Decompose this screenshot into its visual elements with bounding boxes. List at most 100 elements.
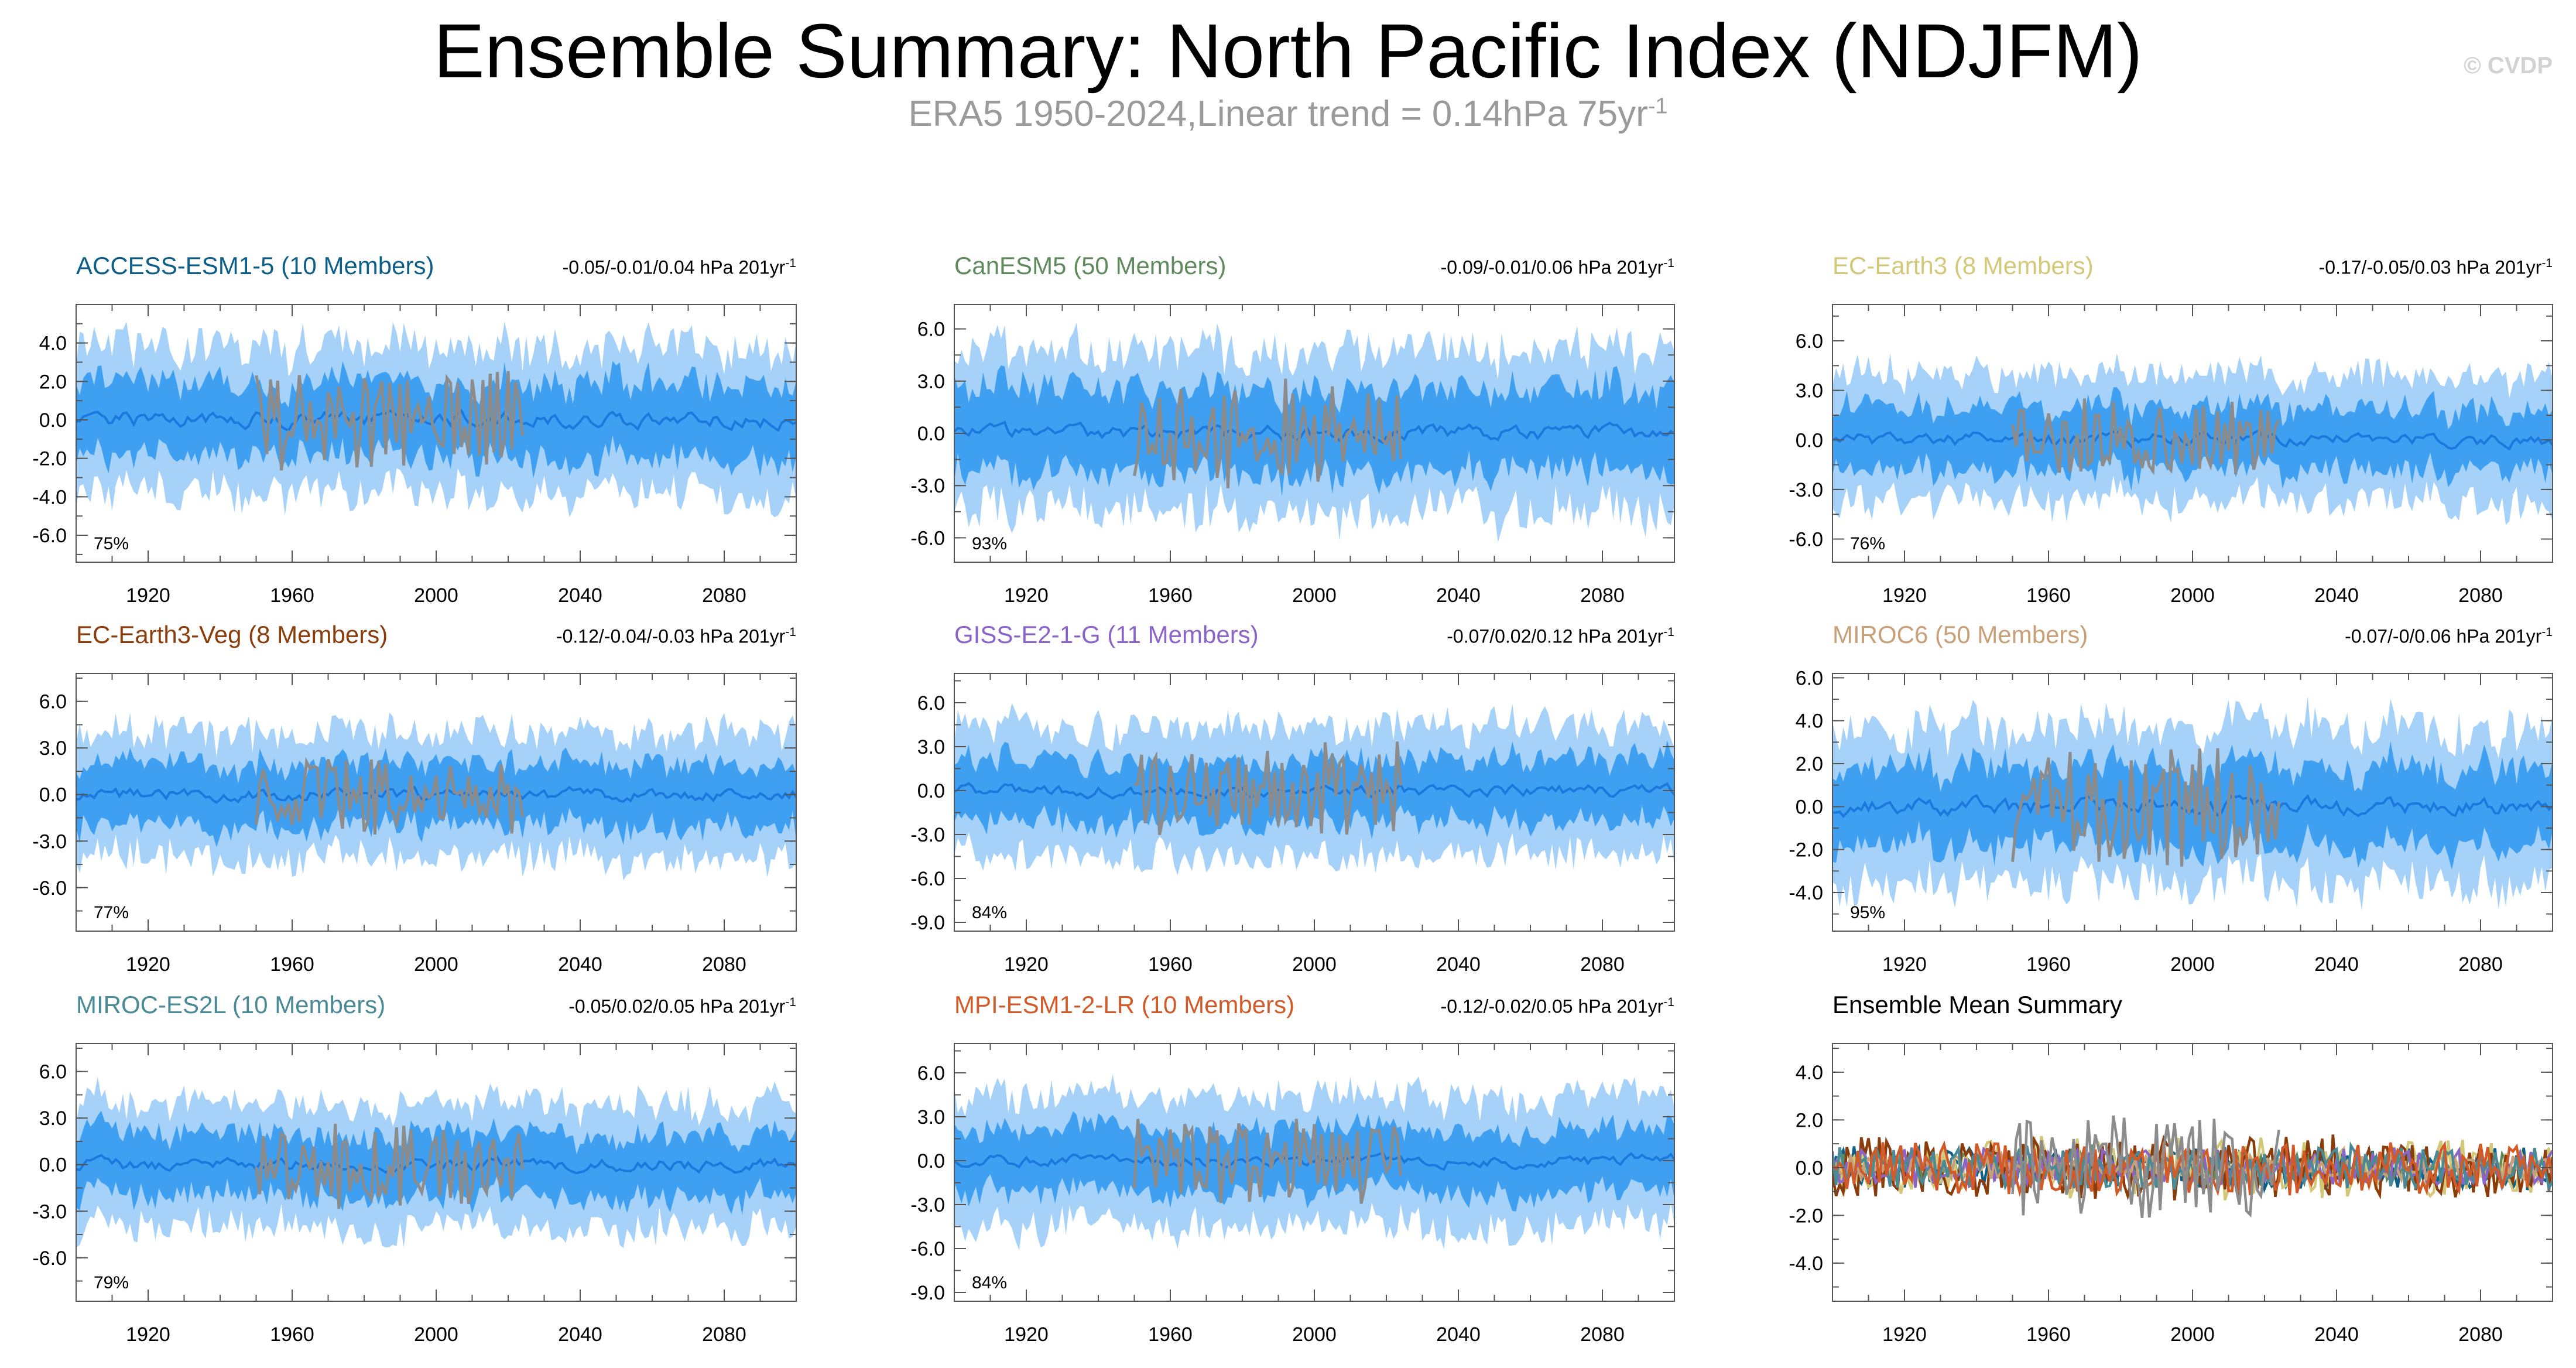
panel-title-ecearth3: EC-Earth3 (8 Members) [1832, 252, 2094, 279]
x-tick-label: 1960 [1148, 953, 1193, 976]
x-tick-label: 1960 [1148, 1323, 1193, 1346]
x-tick-label: 2080 [1580, 953, 1625, 976]
y-tick-label: 6.0 [39, 691, 67, 713]
x-tick-label: 2080 [2458, 1323, 2503, 1346]
plot-area [954, 1074, 1674, 1250]
x-tick-label: 2000 [2170, 953, 2215, 976]
y-tick-label: 3.0 [917, 371, 945, 393]
observed-line [255, 757, 525, 835]
x-tick-label: 2000 [1292, 953, 1337, 976]
trend-text: -0.12/-0.04/-0.03 hPa 201yr [556, 625, 786, 647]
subtitle-superscript: -1 [1647, 94, 1668, 119]
panel-trend-giss: -0.07/0.02/0.12 hPa 201yr-1 [1229, 625, 1674, 648]
x-tick-label: 1920 [1882, 1323, 1927, 1346]
trend-text: -0.09/-0.01/0.06 hPa 201yr [1440, 256, 1664, 278]
y-tick-label: -6.0 [32, 1247, 67, 1270]
panel-trend-canesm5: -0.09/-0.01/0.06 hPa 201yr-1 [1229, 256, 1674, 279]
y-tick-label: 6.0 [1796, 330, 1823, 353]
panel-mirocesl: 1920 1960 2000 2040 2080 6.0 3.0 0.0 -3.0 -6.0 79% [32, 1043, 797, 1346]
x-tick-label: 2000 [414, 953, 458, 976]
x-tick-label: 2000 [2170, 1323, 2215, 1346]
y-tick-label: 3.0 [917, 736, 945, 758]
panel-trend-ecearth3veg: -0.12/-0.04/-0.03 hPa 201yr-1 [351, 625, 796, 648]
y-tick-label: 0.0 [917, 1150, 945, 1172]
trend-text: -0.05/0.02/0.05 hPa 201yr [568, 996, 786, 1017]
x-tick-label: 2040 [2314, 584, 2359, 607]
x-tick-label: 2040 [558, 953, 602, 976]
page-title: Ensemble Summary: North Pacific Index (N… [433, 8, 2143, 94]
x-tick-label: 1960 [270, 584, 314, 607]
x-tick-label: 1920 [126, 1323, 170, 1346]
y-tick-label: 0.0 [39, 409, 67, 432]
ensemble-mean-line [1832, 794, 2553, 818]
plot-area [1832, 353, 2553, 525]
y-tick-label: -2.0 [1789, 839, 1823, 861]
y-tick-label: -3.0 [1789, 479, 1823, 501]
y-tick-label: 0.0 [1796, 796, 1823, 818]
y-tick-label: 6.0 [917, 1062, 945, 1085]
x-tick-label: 2000 [414, 1323, 458, 1346]
y-tick-label: 2.0 [39, 371, 67, 393]
panel-title-ecearth3veg: EC-Earth3-Veg (8 Members) [76, 621, 388, 648]
trend-superscript: -1 [1663, 256, 1674, 270]
y-tick-label: -6.0 [910, 527, 945, 549]
y-tick-label: 6.0 [1796, 667, 1823, 689]
x-tick-label: 2000 [1292, 1323, 1337, 1346]
panel-trend-mirocesl: -0.05/0.02/0.05 hPa 201yr-1 [351, 996, 796, 1018]
y-tick-label: -6.0 [910, 868, 945, 890]
percent-label: 79% [94, 1273, 129, 1292]
percent-label: 76% [1850, 534, 1885, 553]
trend-superscript: -1 [785, 256, 796, 270]
panel-trend-miroc6: -0.07/-0/0.06 hPa 201yr-1 [2108, 625, 2553, 648]
x-tick-label: 1920 [126, 953, 170, 976]
x-tick-label: 1960 [2026, 584, 2071, 607]
observed-line [1134, 741, 1403, 835]
y-tick-label: 0.0 [917, 423, 945, 445]
credit-label: © CVDP [2464, 53, 2553, 78]
y-tick-label: 0.0 [917, 780, 945, 802]
y-tick-label: 3.0 [1796, 380, 1823, 402]
panel-title-canesm5: CanESM5 (50 Members) [954, 252, 1227, 279]
y-tick-label: 0.0 [1796, 1157, 1823, 1179]
ensemble-mean-line [954, 782, 1674, 800]
x-tick-label: 2080 [2458, 584, 2503, 607]
x-tick-label: 2040 [2314, 1323, 2359, 1346]
panel-title-giss: GISS-E2-1-G (11 Members) [954, 621, 1259, 648]
y-tick-label: -3.0 [910, 1194, 945, 1216]
x-tick-label: 1960 [270, 953, 314, 976]
panel-access: 1920 1960 2000 2040 2080 4.0 2.0 0.0 -2.0 -4.0 -6.… [32, 304, 797, 607]
panel-mpi: 1920 1960 2000 2040 2080 6.0 3.0 0.0 -3.0 -6.0 -9.… [910, 1043, 1675, 1346]
x-tick-label: 2080 [702, 584, 746, 607]
x-tick-label: 2040 [1436, 953, 1481, 976]
trend-text: -0.17/-0.05/0.03 hPa 201yr [2318, 256, 2542, 278]
x-tick-label: 1920 [1882, 584, 1927, 607]
y-tick-label: -3.0 [32, 1201, 67, 1223]
observed-line [1133, 1119, 1403, 1204]
panel-meansummary: 1920 1960 2000 2040 2080 4.0 2.0 0.0 -2.0 -4.0 [1789, 1043, 2553, 1346]
y-tick-label: -2.0 [32, 448, 67, 470]
x-tick-label: 2040 [1436, 584, 1481, 607]
y-tick-label: -9.0 [910, 1282, 945, 1304]
inner-spread-band [1832, 741, 2553, 870]
panel-title-access: ACCESS-ESM1-5 (10 Members) [76, 252, 434, 279]
subtitle-text: ERA5 1950-2024,Linear trend = 0.14hPa 75… [908, 94, 1648, 134]
observed-line [255, 371, 525, 471]
y-tick-label: -6.0 [32, 525, 67, 547]
y-tick-label: -3.0 [910, 824, 945, 846]
panel-miroc6: 1920 1960 2000 2040 2080 6.0 4.0 2.0 0.0 -2.0 -4.0… [1789, 667, 2553, 976]
panel-trend-mpi: -0.12/-0.02/0.05 hPa 201yr-1 [1229, 996, 1674, 1018]
percent-label: 95% [1850, 903, 1885, 922]
x-tick-label: 1960 [1148, 584, 1193, 607]
percent-label: 84% [972, 1273, 1007, 1292]
y-tick-label: 3.0 [39, 1107, 67, 1130]
plot-area [76, 321, 796, 518]
y-tick-label: 3.0 [917, 1106, 945, 1128]
x-tick-label: 2000 [414, 584, 458, 607]
y-tick-label: -3.0 [910, 475, 945, 497]
x-tick-label: 1920 [1004, 953, 1049, 976]
x-tick-label: 2000 [2170, 584, 2215, 607]
trend-superscript: -1 [2541, 625, 2553, 639]
observed-line [2011, 748, 2281, 867]
panel-trend-ecearth3: -0.17/-0.05/0.03 hPa 201yr-1 [2108, 256, 2553, 279]
y-tick-label: -2.0 [1789, 1205, 1823, 1227]
